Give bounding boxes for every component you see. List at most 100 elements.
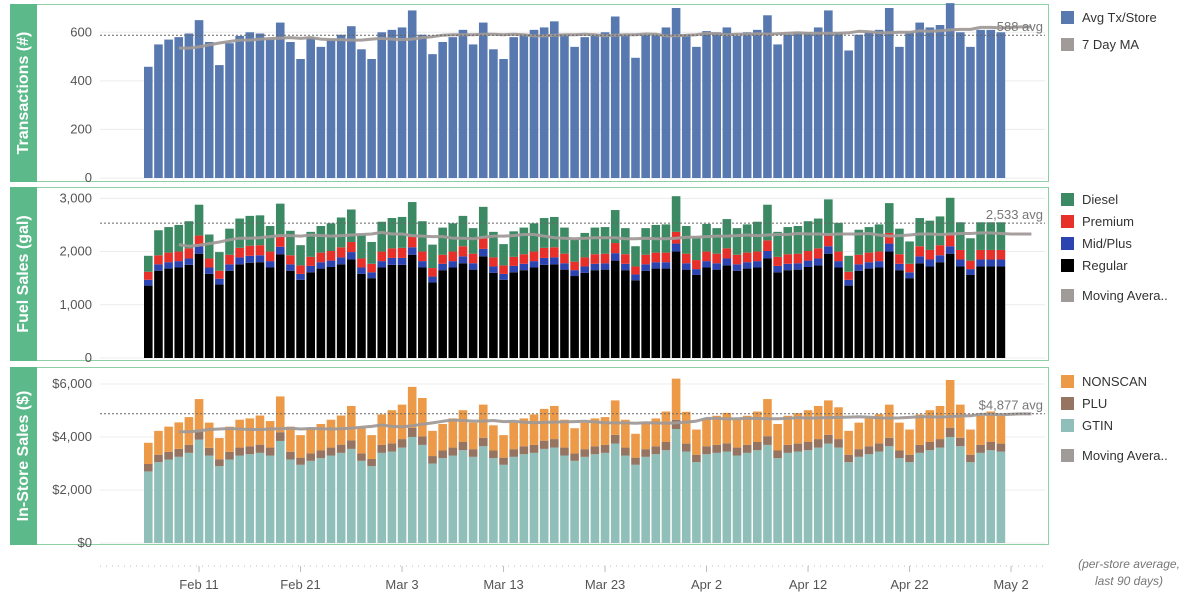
- bar-segment: [793, 253, 803, 264]
- bar-segment: [610, 16, 620, 178]
- bar-segment: [489, 266, 498, 273]
- legend-swatch: [1061, 192, 1074, 206]
- bar-segment: [793, 226, 803, 254]
- bar-segment: [194, 253, 204, 358]
- bar-segment: [925, 259, 935, 267]
- bar-segment: [265, 455, 275, 543]
- legend-item-gtin[interactable]: GTIN: [1061, 414, 1168, 436]
- bar-segment: [286, 451, 295, 460]
- bar-segment: [316, 423, 326, 451]
- bar-segment: [905, 429, 914, 455]
- bar-segment: [783, 415, 793, 445]
- bar-segment: [255, 262, 265, 358]
- bar-segment: [235, 257, 244, 265]
- bar-segment: [610, 210, 620, 244]
- bar-segment: [275, 396, 285, 433]
- bar-segment: [925, 442, 935, 451]
- legend-item-avg-tx[interactable]: Avg Tx/Store: [1061, 6, 1157, 28]
- bar-segment: [976, 266, 985, 358]
- bar-segment: [499, 244, 508, 266]
- moving-average-line: [178, 412, 1032, 434]
- bar-segment: [519, 254, 529, 264]
- moving-average-line: [178, 230, 1032, 248]
- bar-segment: [824, 246, 833, 254]
- bar-segment: [966, 462, 975, 543]
- bar-segment: [824, 235, 833, 247]
- bar-segment: [529, 261, 539, 268]
- bar-segment: [428, 54, 437, 179]
- bar-segment: [763, 204, 772, 241]
- bar-segment: [844, 285, 853, 358]
- bar-segment: [803, 251, 813, 261]
- y-tick-label: 0: [85, 170, 92, 185]
- bar-segment: [539, 218, 549, 248]
- bar-segment: [773, 44, 782, 178]
- bar-segment: [783, 227, 793, 255]
- bar-segment: [895, 263, 904, 271]
- bar-segment: [996, 415, 1006, 444]
- legend-item-7-day-ma[interactable]: 7 Day MA: [1061, 33, 1157, 55]
- legend-item-fuel-moving-average[interactable]: Moving Avera..: [1061, 284, 1168, 306]
- bar-segment: [722, 27, 732, 178]
- bar-segment: [377, 414, 387, 445]
- bar-segment: [621, 447, 630, 456]
- bar-segment: [377, 267, 387, 358]
- bar-segment: [671, 429, 681, 543]
- legend-swatch: [1061, 10, 1074, 24]
- bar-segment: [347, 448, 356, 543]
- bar-segment: [722, 265, 732, 358]
- bar-segment: [144, 66, 153, 178]
- legend-label: PLU: [1082, 395, 1108, 411]
- bar-segment: [539, 27, 549, 178]
- bar-segment: [286, 426, 295, 452]
- bar-segment: [529, 223, 539, 252]
- legend-item-instore-moving-average[interactable]: Moving Avera..: [1061, 444, 1168, 466]
- bar-segment: [468, 44, 478, 178]
- bar-segment: [641, 456, 650, 543]
- average-reference-label: $4,877 avg: [979, 398, 1043, 413]
- bar-segment: [610, 253, 620, 261]
- bar-segment: [753, 261, 762, 268]
- bar-segment: [255, 255, 265, 263]
- bar-segment: [235, 35, 244, 178]
- bar-segment: [834, 439, 843, 448]
- bar-segment: [621, 263, 630, 271]
- bar-segment: [397, 27, 407, 178]
- bar-segment: [692, 429, 701, 455]
- bar-segment: [316, 46, 326, 178]
- bar-segment: [793, 413, 803, 444]
- legend-item-diesel[interactable]: Diesel: [1061, 188, 1168, 210]
- bar-segment: [895, 450, 904, 459]
- bar-segment: [793, 263, 803, 270]
- bar-segment: [286, 230, 295, 256]
- bar-segment: [783, 452, 793, 543]
- bar-segment: [468, 228, 478, 254]
- bar-segment: [418, 444, 427, 543]
- bar-segment: [996, 249, 1006, 260]
- bar-segment: [438, 423, 447, 451]
- bar-segment: [245, 454, 255, 543]
- legend-item-premium[interactable]: Premium: [1061, 210, 1168, 232]
- bar-segment: [692, 269, 701, 275]
- bar-segment: [174, 261, 184, 268]
- fuel-sales-axis-label-box: Fuel Sales (gal): [10, 187, 37, 361]
- legend-item-nonscan[interactable]: NONSCAN: [1061, 370, 1168, 392]
- bar-segment: [154, 462, 163, 543]
- legend-item-regular[interactable]: Regular: [1061, 254, 1168, 276]
- bar-segment: [377, 444, 387, 453]
- bar-segment: [489, 231, 498, 258]
- bar-segment: [336, 247, 346, 258]
- bar-segment: [326, 39, 336, 179]
- bar-segment: [996, 443, 1006, 452]
- legend-item-plu[interactable]: PLU: [1061, 392, 1168, 414]
- legend-swatch: [1061, 418, 1074, 432]
- bar-segment: [275, 236, 285, 247]
- bar-segment: [194, 246, 204, 254]
- bar-segment: [935, 245, 945, 256]
- bar-segment: [306, 428, 315, 454]
- bar-segment: [956, 437, 965, 447]
- bar-segment: [245, 215, 255, 246]
- bar-segment: [458, 450, 468, 543]
- legend-label: 7 Day MA: [1082, 36, 1140, 52]
- legend-item-mid-plus[interactable]: Mid/Plus: [1061, 232, 1168, 254]
